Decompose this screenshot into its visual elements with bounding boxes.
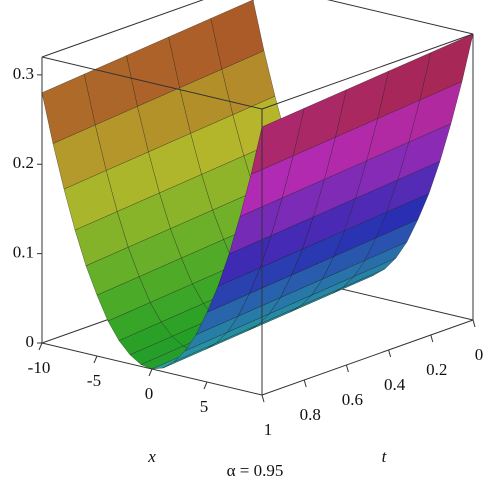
t-tick-label: 0.8 xyxy=(300,405,321,424)
x-tick-label: 5 xyxy=(200,397,209,416)
t-tick xyxy=(345,364,349,373)
t-tick-label: 0.6 xyxy=(342,390,363,409)
x-tick-label: 0 xyxy=(145,384,154,403)
x-tick-label: -10 xyxy=(28,358,51,377)
z-tick-label: 0.2 xyxy=(13,153,34,172)
z-tick-label: 0.3 xyxy=(13,64,34,83)
t-tick xyxy=(303,379,307,388)
x-tick xyxy=(203,381,208,390)
x-axis-label: x xyxy=(147,447,156,466)
t-tick xyxy=(261,394,265,403)
x-tick xyxy=(93,355,98,364)
t-tick xyxy=(430,334,434,343)
x-tick xyxy=(148,368,153,377)
box-edge xyxy=(261,319,474,396)
x-tick-label: -5 xyxy=(87,371,101,390)
t-tick-label: 0.4 xyxy=(384,375,406,394)
z-tick-label: 0 xyxy=(26,332,35,351)
t-tick-label: 1 xyxy=(264,420,273,439)
box-edge xyxy=(326,0,474,35)
t-tick xyxy=(472,319,476,328)
box-front: 0 0.1 0.2 0.3 -10 -5 0 5 0 0.2 0.4 0.6 0.8 1 xyxy=(13,0,484,439)
box-edge xyxy=(41,0,204,58)
t-tick-label: 0 xyxy=(475,345,484,364)
t-tick xyxy=(388,349,392,358)
t-tick-label: 0.2 xyxy=(426,360,447,379)
z-tick-label: 0.1 xyxy=(13,243,34,262)
surface xyxy=(41,0,474,370)
box-edge xyxy=(261,33,474,110)
caption: α = 0.95 xyxy=(227,461,284,480)
x-tick xyxy=(38,342,43,351)
box-edge xyxy=(41,56,263,110)
t-axis-label: t xyxy=(382,447,388,466)
